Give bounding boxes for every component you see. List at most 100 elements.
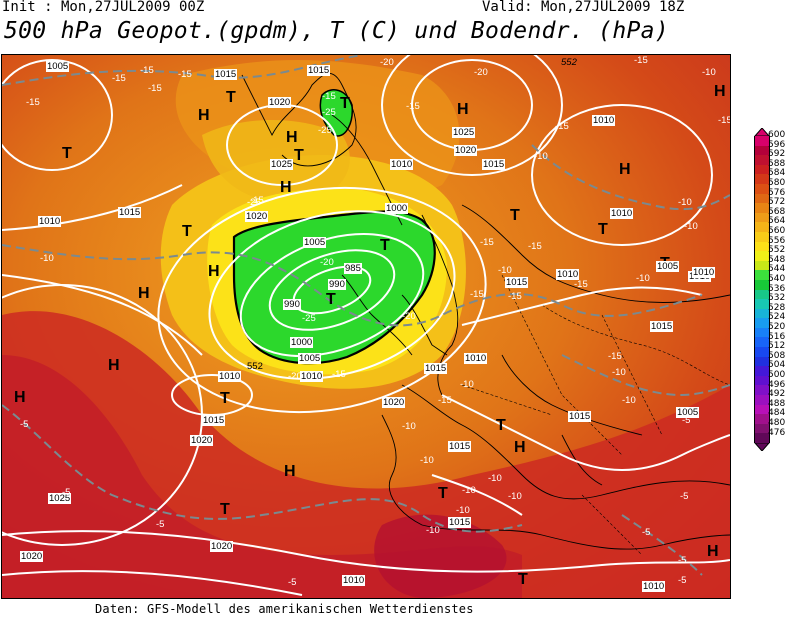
temperature-label: -10 [534, 151, 548, 162]
isobar-label: 1010 [390, 159, 414, 170]
low-pressure-marker: T [380, 237, 390, 254]
temperature-label: -5 [682, 415, 691, 426]
high-pressure-marker: H [208, 263, 220, 280]
colorbar-swatch [754, 136, 770, 146]
temperature-label: -10 [684, 221, 698, 232]
isobar-label: 1000 [385, 203, 409, 214]
isobar-label: 1015 [202, 415, 226, 426]
temperature-label: -15 [574, 279, 588, 290]
isobar-label: 1005 [656, 261, 680, 272]
temperature-label: -10 [498, 265, 512, 276]
colorbar-swatch [754, 337, 770, 348]
label-552-center: 552 [247, 361, 263, 372]
colorbar-swatch [754, 222, 770, 232]
colorbar-swatch [754, 289, 770, 300]
colorbar-label: 504 [768, 360, 786, 371]
isobar-label: 1010 [556, 269, 580, 280]
isobar-label: 1015 [568, 411, 592, 422]
colorbar-label: 528 [768, 302, 786, 313]
isobar-label: 1020 [190, 435, 214, 446]
colorbar-label: 520 [768, 322, 786, 332]
colorbar-label: 512 [768, 341, 786, 352]
high-pressure-marker: H [284, 463, 296, 480]
low-pressure-marker: T [598, 221, 608, 238]
temperature-label: -5 [680, 491, 689, 502]
temperature-label: -10 [508, 491, 522, 502]
isobar-label: 1025 [270, 159, 294, 170]
init-time: Init : Mon,27JUL2009 00Z [2, 0, 205, 15]
temperature-label: -5 [62, 487, 71, 498]
low-pressure-marker: T [438, 485, 448, 502]
colorbar-swatch [754, 145, 770, 156]
isobar-label: 990 [328, 279, 346, 290]
colorbar-label: 556 [768, 235, 786, 246]
colorbar-bottom-cap [754, 443, 770, 451]
temperature-label: -10 [622, 395, 636, 406]
label-552-top: 552 [561, 57, 577, 68]
colorbar-swatch [754, 260, 770, 271]
colorbar-swatch [754, 395, 770, 405]
map-title: 500 hPa Geopot.(gpdm), T (C) und Bodendr… [4, 18, 669, 44]
temperature-label: -15 [634, 55, 648, 66]
temperature-label: -10 [40, 253, 54, 264]
temperature-label: -15 [470, 289, 484, 300]
low-pressure-marker: T [340, 95, 350, 112]
colorbar-swatch [754, 155, 770, 165]
colorbar-label: 600 [768, 130, 786, 140]
colorbar-swatch [754, 318, 770, 328]
colorbar-swatch [754, 174, 770, 184]
temperature-label: -5 [20, 419, 29, 430]
colorbar-label: 532 [768, 293, 786, 304]
colorbar-label: 508 [768, 350, 786, 361]
colorbar-swatch [754, 356, 770, 367]
temperature-label: -20 [380, 57, 394, 68]
colorbar-swatch [754, 279, 770, 290]
high-pressure-marker: H [286, 129, 298, 146]
colorbar-swatch [754, 183, 770, 194]
colorbar-swatch [754, 270, 770, 280]
temperature-label: -15 [250, 195, 264, 206]
isobar-label: 1015 [118, 207, 142, 218]
temperature-label: -15 [112, 73, 126, 84]
high-pressure-marker: H [108, 357, 120, 374]
colorbar-label: 500 [768, 370, 786, 380]
colorbar-label: 492 [768, 389, 786, 400]
temperature-label: -20 [474, 67, 488, 78]
valid-time: Valid: Mon,27JUL2009 18Z [482, 0, 685, 15]
high-pressure-marker: H [714, 83, 726, 100]
temperature-label: -15 [406, 101, 420, 112]
temperature-label: -15 [555, 121, 569, 132]
colorbar-label: 540 [768, 274, 786, 284]
high-pressure-marker: H [14, 389, 26, 406]
isobar-label: 1025 [48, 493, 72, 504]
temperature-label: -15 [480, 237, 494, 248]
temperature-label: -10 [612, 367, 626, 378]
isobar-label: 1015 [424, 363, 448, 374]
temperature-label: -15 [508, 291, 522, 302]
temperature-label: -25 [302, 313, 316, 324]
colorbar-swatches [754, 136, 770, 443]
isobar-label: 1015 [482, 159, 506, 170]
temperature-label: -15 [332, 369, 346, 380]
isobar-label: 1010 [342, 575, 366, 586]
low-pressure-marker: T [496, 417, 506, 434]
temperature-isotherms [2, 55, 730, 576]
isobar-label: 1015 [307, 65, 331, 76]
isobar-label: 1010 [692, 267, 716, 278]
isobar-label: 1025 [452, 127, 476, 138]
colorbar-label: 560 [768, 226, 786, 236]
colorbar-label: 516 [768, 331, 786, 342]
low-pressure-marker: T [182, 223, 192, 240]
high-pressure-marker: H [280, 179, 292, 196]
low-pressure-marker: T [226, 89, 236, 106]
isobar-label: 1015 [505, 277, 529, 288]
colorbar-swatch [754, 203, 770, 213]
colorbar-swatch [754, 164, 770, 175]
isobar-label: 1000 [290, 337, 314, 348]
colorbar-label: 580 [768, 178, 786, 188]
isobar-label: 1015 [448, 517, 472, 528]
high-pressure-marker: H [707, 543, 719, 560]
isobar-label: 1015 [448, 441, 472, 452]
colorbar-label: 488 [768, 398, 786, 409]
colorbar-swatch [754, 241, 770, 252]
